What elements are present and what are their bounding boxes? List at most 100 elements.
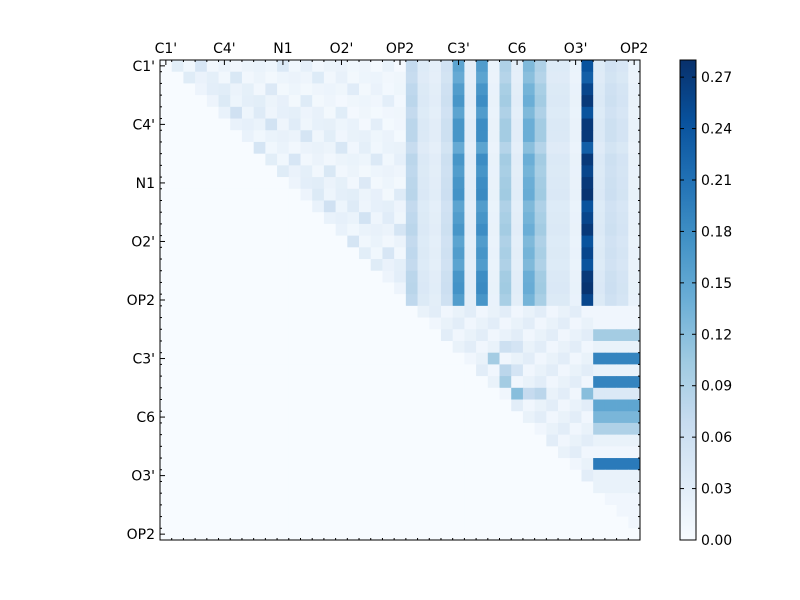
heatmap-cell — [440, 493, 454, 506]
heatmap-cell — [487, 364, 500, 377]
heatmap-cell — [558, 305, 571, 318]
heatmap-cell — [581, 434, 594, 447]
heatmap-cell — [394, 376, 407, 389]
heatmap-cell — [558, 130, 571, 143]
heatmap-cell — [394, 95, 407, 108]
heatmap-cell — [370, 95, 383, 108]
heatmap-cell — [312, 259, 325, 272]
heatmap-cell — [183, 469, 196, 482]
heatmap-cell — [277, 71, 290, 84]
heatmap-cell — [405, 446, 418, 459]
heatmap-cell — [534, 329, 547, 342]
heatmap-cell — [300, 422, 313, 436]
heatmap-cell — [440, 60, 454, 73]
heatmap-cell — [253, 106, 266, 119]
heatmap-cell — [300, 387, 313, 400]
heatmap-cell — [206, 317, 219, 330]
heatmap-cell — [429, 235, 442, 248]
heatmap-cell — [452, 387, 465, 400]
heatmap-cell — [581, 352, 594, 365]
heatmap-cell — [218, 422, 231, 436]
heatmap-cell — [218, 141, 231, 155]
heatmap-cell — [429, 422, 442, 436]
heatmap-cell — [558, 118, 571, 131]
heatmap-cell — [499, 305, 512, 318]
heatmap-cell — [382, 118, 395, 131]
heatmap-cell — [604, 469, 617, 482]
heatmap-cell — [323, 387, 337, 400]
heatmap-cell — [558, 60, 571, 73]
heatmap-cell — [511, 60, 524, 73]
heatmap-cell — [452, 340, 465, 354]
heatmap-cell — [499, 458, 512, 471]
heatmap-cell — [476, 329, 489, 342]
heatmap-cell — [604, 212, 617, 225]
heatmap-cell — [534, 422, 547, 436]
heatmap-cell — [277, 130, 290, 143]
heatmap-cell — [628, 223, 641, 237]
heatmap-cell — [546, 60, 559, 73]
heatmap-cell — [265, 516, 278, 529]
heatmap-cell — [534, 528, 547, 541]
heatmap-cell — [522, 188, 536, 201]
heatmap-cell — [628, 399, 641, 412]
heatmap-cell — [522, 223, 536, 237]
heatmap-cell — [429, 434, 442, 447]
heatmap-cell — [628, 422, 641, 436]
heatmap-cell — [452, 60, 465, 73]
heatmap-cell — [288, 352, 301, 365]
heatmap-cell — [604, 235, 617, 248]
heatmap-cell — [476, 106, 489, 119]
heatmap-cell — [300, 516, 313, 529]
heatmap-cell — [569, 504, 582, 517]
heatmap-cell — [452, 188, 465, 201]
heatmap-cell — [218, 71, 231, 84]
heatmap-cell — [464, 71, 477, 84]
heatmap-cell — [160, 118, 173, 131]
heatmap-cell — [405, 177, 418, 190]
heatmap-cell — [265, 469, 278, 482]
heatmap-cell — [487, 188, 500, 201]
heatmap-cell — [405, 422, 418, 436]
heatmap-cell — [300, 493, 313, 506]
heatmap-cell — [464, 364, 477, 377]
heatmap-cell — [581, 223, 594, 237]
heatmap-cell — [253, 177, 266, 190]
heatmap-cell — [160, 340, 173, 354]
heatmap-cell — [546, 130, 559, 143]
heatmap-cell — [464, 317, 477, 330]
heatmap-cell — [300, 376, 313, 389]
heatmap-cell — [511, 411, 524, 424]
heatmap-cell — [464, 223, 477, 237]
heatmap-cell — [628, 446, 641, 459]
heatmap-cell — [382, 60, 395, 73]
heatmap-cell — [265, 458, 278, 471]
heatmap-cell — [464, 106, 477, 119]
heatmap-cell — [335, 399, 348, 412]
heatmap-cell — [476, 340, 489, 354]
heatmap-cell — [218, 212, 231, 225]
heatmap-cell — [558, 83, 571, 96]
heatmap-cell — [394, 305, 407, 318]
heatmap-cell — [206, 106, 219, 119]
heatmap-cell — [382, 282, 395, 295]
heatmap-cell — [581, 504, 594, 517]
heatmap-cell — [487, 399, 500, 412]
heatmap-cell — [522, 352, 536, 365]
heatmap-cell — [183, 434, 196, 447]
heatmap-cell — [476, 504, 489, 517]
heatmap-cell — [370, 235, 383, 248]
heatmap-cell — [160, 329, 173, 342]
heatmap-cell — [382, 387, 395, 400]
heatmap-cell — [581, 141, 594, 155]
heatmap-cell — [581, 188, 594, 201]
heatmap-cell — [265, 317, 278, 330]
heatmap-cell — [546, 434, 559, 447]
heatmap-cell — [347, 352, 360, 365]
heatmap-cell — [616, 493, 629, 506]
heatmap-cell — [511, 118, 524, 131]
heatmap-cell — [160, 270, 173, 283]
heatmap-cell — [335, 60, 348, 73]
heatmap-cell — [440, 458, 454, 471]
heatmap-cell — [417, 188, 430, 201]
